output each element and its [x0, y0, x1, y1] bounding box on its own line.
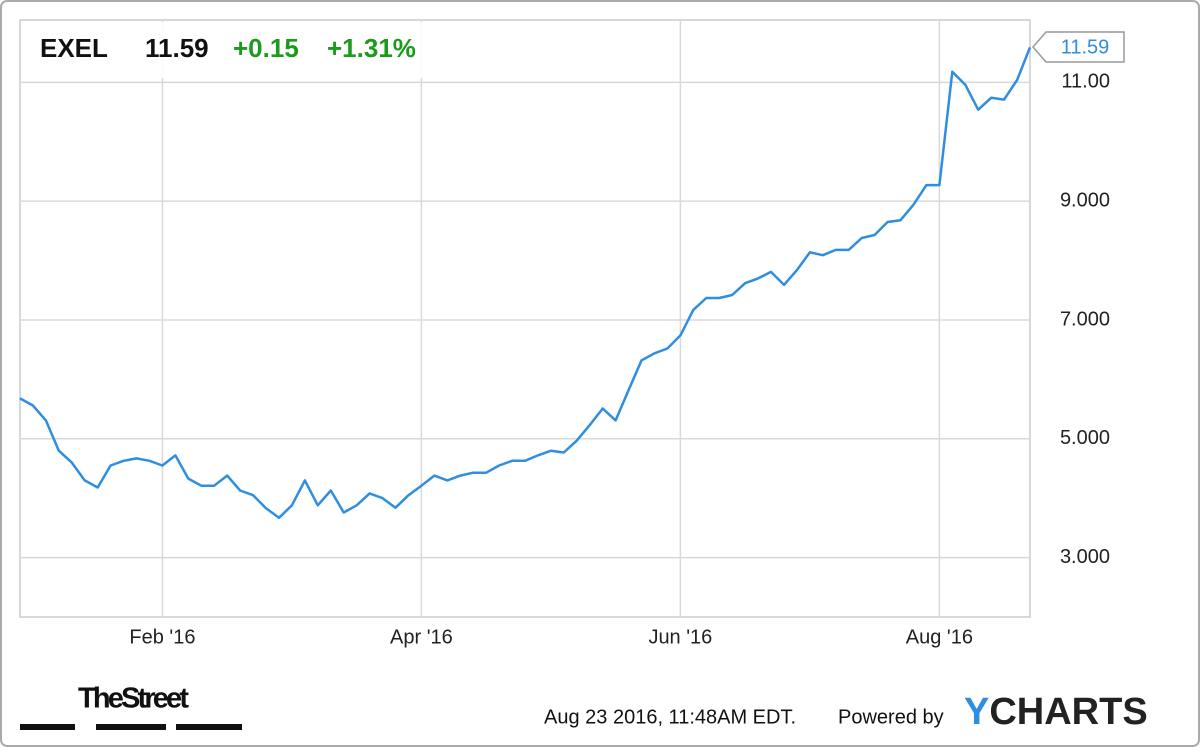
y-tick-label: 3.000	[1060, 546, 1110, 568]
powered-by: Powered by	[838, 706, 944, 728]
value-label: 11.59	[1061, 36, 1110, 58]
y-tick-label: 7.000	[1060, 308, 1110, 330]
logo-y: Y	[964, 691, 989, 733]
y-tick-label: 9.000	[1060, 189, 1110, 211]
y-tick-label: 5.000	[1060, 427, 1110, 449]
x-tick-label: Aug '16	[906, 626, 973, 648]
x-tick-label: Apr '16	[390, 626, 453, 648]
x-tick-label: Feb '16	[129, 626, 195, 648]
change-percent: +1.31%	[327, 33, 416, 63]
header-box	[28, 22, 452, 78]
logo-bar	[176, 724, 242, 730]
source-logo: TheStreet	[78, 683, 189, 715]
logo-bar	[20, 724, 75, 730]
price: 11.59	[145, 33, 209, 63]
logo-charts: CHARTS	[989, 691, 1147, 733]
grid	[20, 20, 1030, 617]
plot	[19, 46, 1032, 520]
price-line	[19, 46, 1032, 520]
logo-bar	[96, 724, 166, 730]
y-tick-label: 11.00	[1061, 71, 1110, 93]
timestamp: Aug 23 2016, 11:48AM EDT.	[544, 706, 796, 728]
x-tick-label: Jun '16	[648, 626, 712, 648]
ycharts-logo: YCHARTS	[964, 691, 1148, 733]
change: +0.15	[233, 33, 299, 63]
ticker: EXEL	[40, 33, 108, 63]
price-callout	[1032, 31, 1125, 63]
plot-area	[19, 19, 1031, 618]
